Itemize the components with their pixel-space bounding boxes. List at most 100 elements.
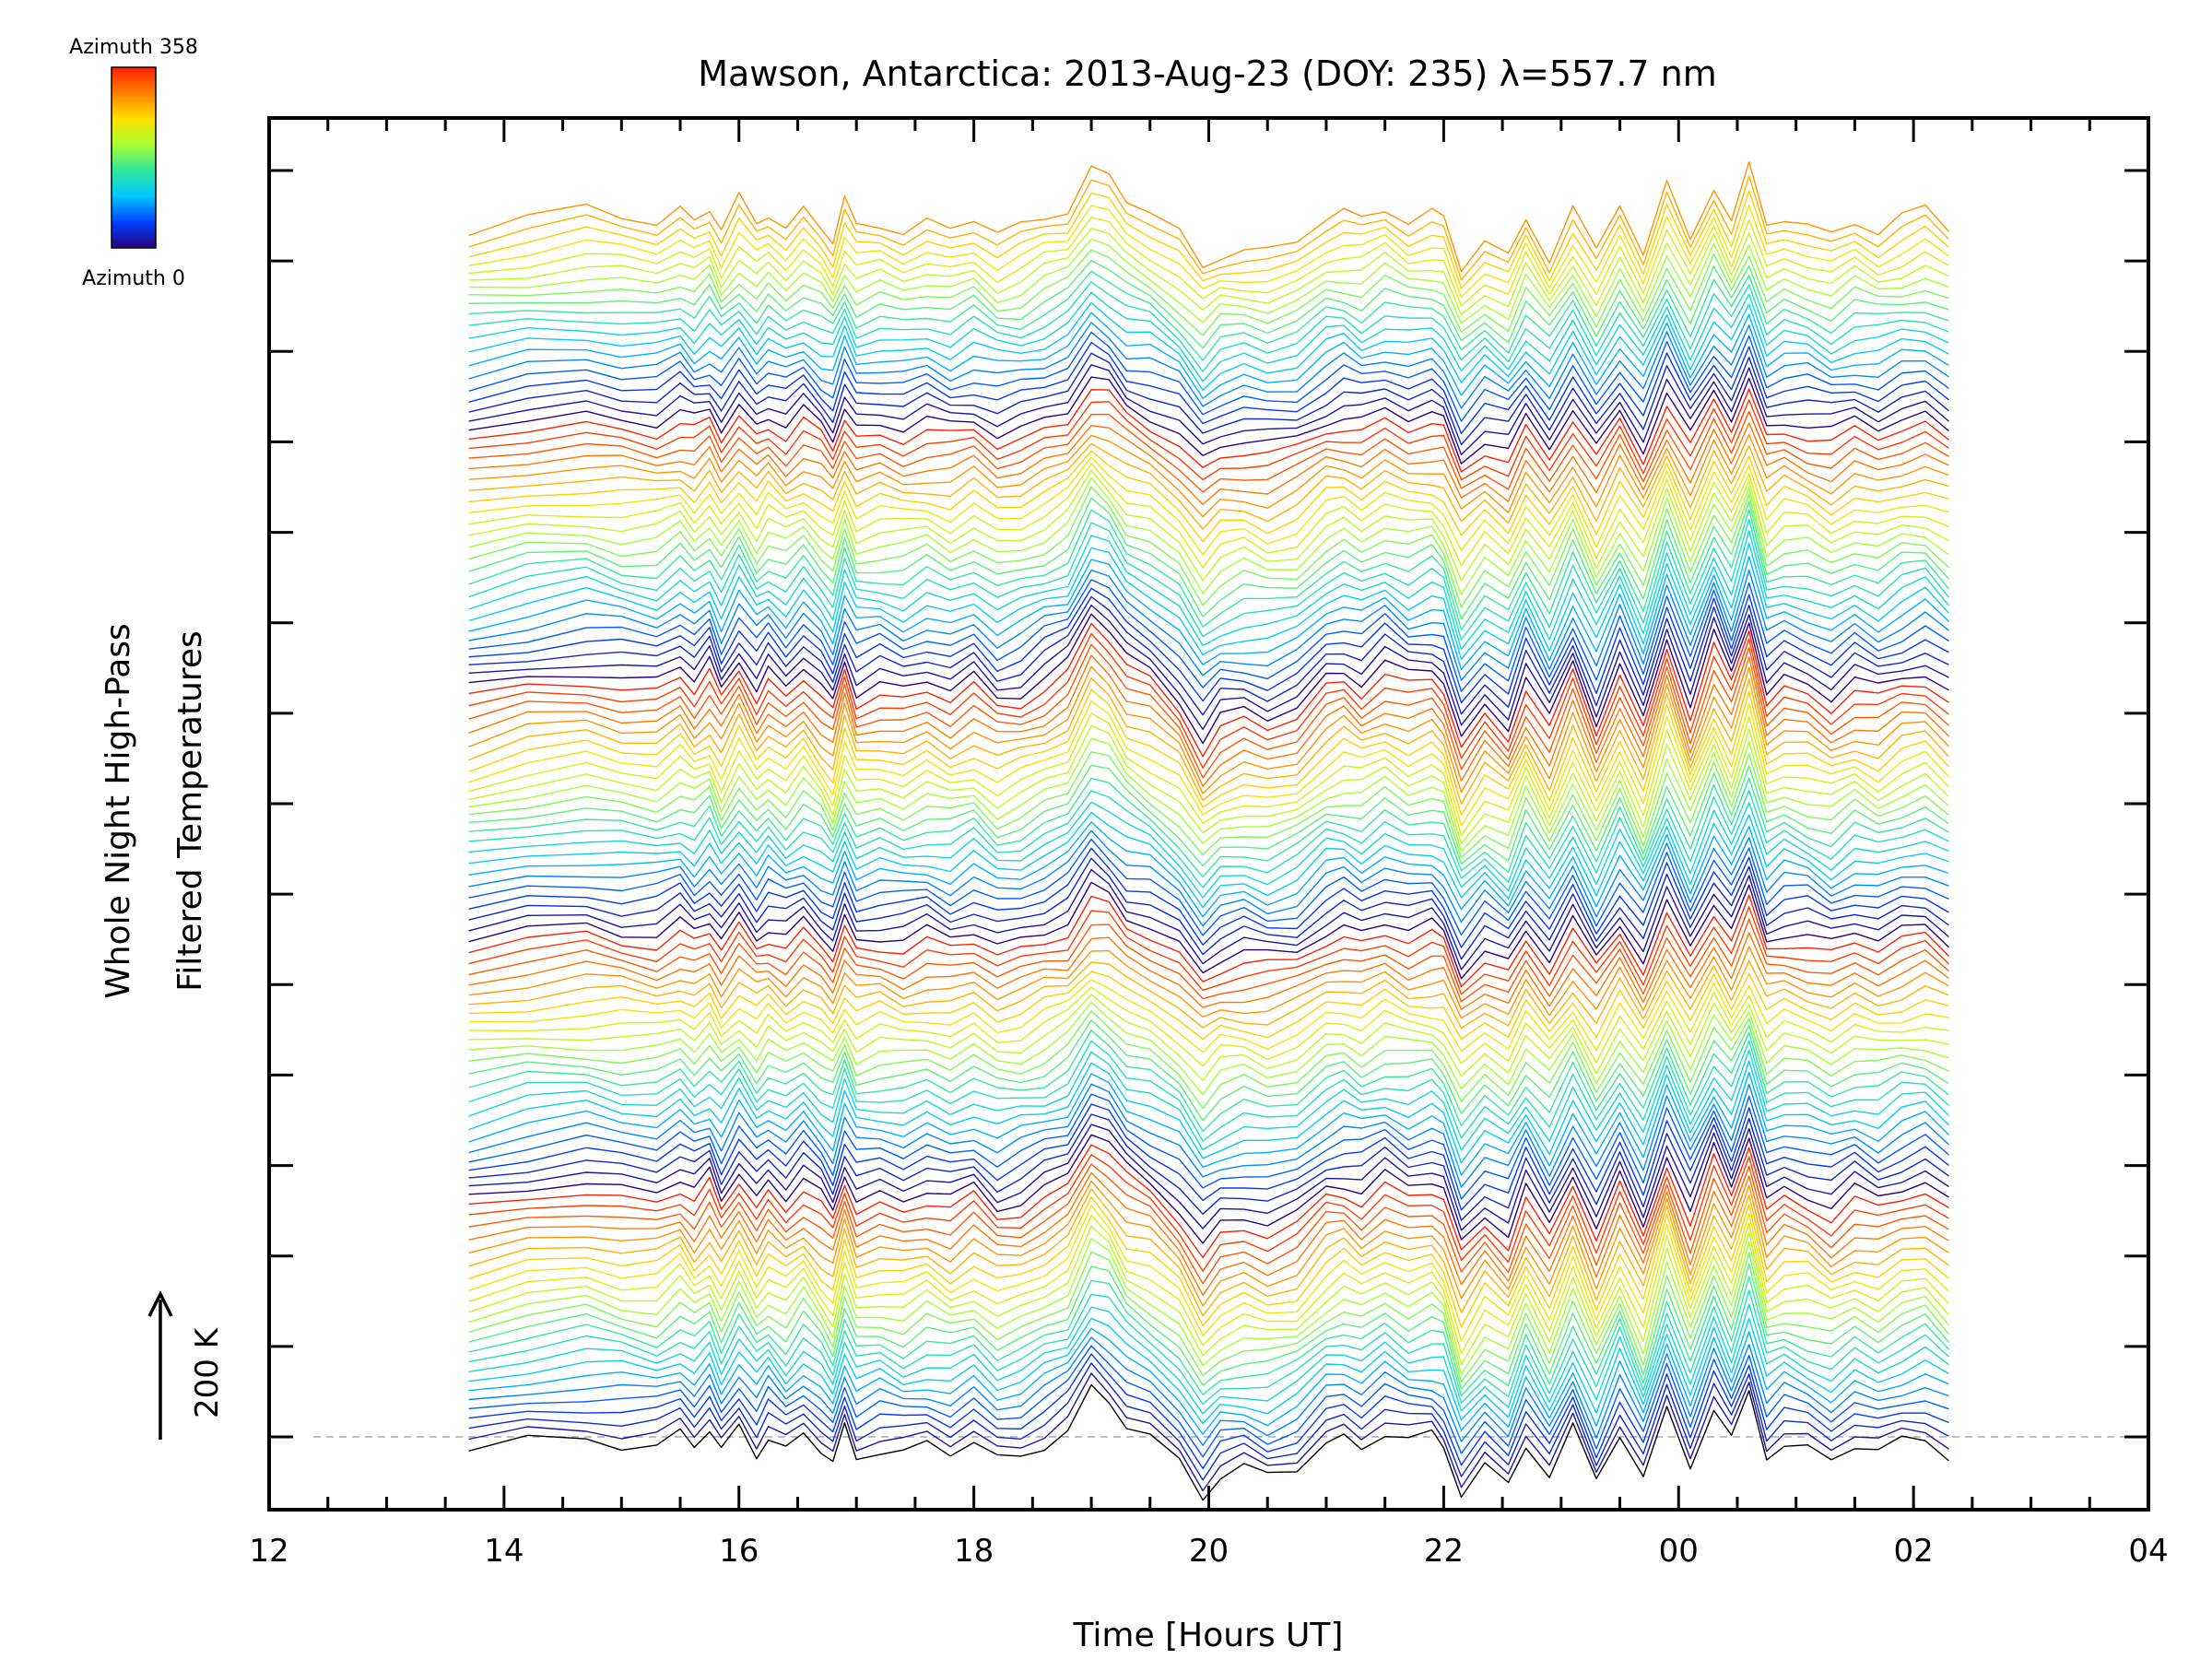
series-line — [468, 1276, 1949, 1397]
series-line — [468, 469, 1949, 582]
series-line — [468, 1180, 1949, 1307]
series-line — [468, 1383, 1949, 1501]
chart-title: Mawson, Antarctica: 2013-Aug-23 (DOY: 23… — [698, 53, 1717, 94]
series-line — [468, 1083, 1949, 1188]
series-line — [468, 1134, 1949, 1244]
series-line — [468, 450, 1949, 543]
series-line — [468, 161, 1949, 273]
series-line — [468, 1205, 1949, 1342]
series-line — [468, 175, 1949, 281]
series-line — [468, 881, 1949, 980]
series-line — [468, 777, 1949, 878]
series-line — [468, 1362, 1949, 1481]
series-line — [468, 1196, 1949, 1328]
series-line — [468, 1372, 1949, 1492]
series-line — [468, 352, 1949, 446]
series-line — [468, 542, 1949, 660]
series-line — [468, 1060, 1949, 1164]
y-axis-label-line2: Filtered Temperatures — [171, 630, 209, 992]
series-line — [468, 1303, 1949, 1415]
series-line — [468, 217, 1949, 307]
series-line — [468, 341, 1949, 434]
x-tick-label: 04 — [2128, 1533, 2168, 1570]
series-line — [468, 587, 1949, 704]
series-line — [468, 1093, 1949, 1200]
colorbar: Azimuth 358 Azimuth 0 — [69, 36, 198, 290]
series-line — [468, 811, 1949, 909]
series-line — [468, 190, 1949, 289]
series-line — [468, 205, 1949, 299]
x-tick-label: 12 — [249, 1533, 288, 1570]
series-line — [468, 1188, 1949, 1317]
series-line — [468, 456, 1949, 556]
series-line — [468, 1113, 1949, 1221]
series-line — [468, 821, 1949, 918]
series-line — [468, 281, 1949, 372]
series-line — [468, 712, 1949, 836]
series-line — [468, 556, 1949, 671]
x-tick-label: 22 — [1424, 1533, 1464, 1570]
series-line — [468, 622, 1949, 758]
series-line — [468, 932, 1949, 1010]
series-line — [468, 270, 1949, 361]
series-line — [468, 613, 1949, 745]
series-line — [468, 632, 1949, 769]
series-line — [468, 986, 1949, 1067]
series-line — [468, 994, 1949, 1081]
series-line — [468, 238, 1949, 324]
series-line — [468, 1019, 1949, 1122]
series-line — [468, 894, 1949, 988]
x-axis-label: Time [Hours UT] — [1073, 1617, 1344, 1654]
colorbar-bottom-label: Azimuth 0 — [82, 267, 185, 290]
series-line — [468, 486, 1949, 608]
series-line — [468, 654, 1949, 787]
y-axis-label-line1: Whole Night High-Pass — [100, 623, 137, 999]
series-line — [468, 364, 1949, 456]
series-line — [468, 291, 1949, 382]
series-line — [468, 1001, 1949, 1096]
series-line — [468, 801, 1949, 899]
series-line — [468, 971, 1949, 1041]
scale-bar: 200 K — [147, 1290, 226, 1440]
series-line — [468, 1353, 1949, 1470]
series-line — [468, 724, 1949, 845]
series-line — [468, 595, 1949, 716]
series-line — [468, 700, 1949, 827]
series-line — [468, 422, 1949, 505]
series-line — [468, 1010, 1949, 1110]
series-line — [468, 906, 1949, 995]
series-line — [468, 1144, 1949, 1259]
series-line — [468, 399, 1949, 481]
series-line — [468, 530, 1949, 651]
series-line — [468, 1103, 1949, 1211]
x-tick-label: 20 — [1189, 1533, 1229, 1570]
series-line — [468, 259, 1949, 349]
x-tick-label: 18 — [954, 1533, 994, 1570]
series-line — [468, 301, 1949, 392]
series-line — [468, 847, 1949, 948]
series-line — [468, 764, 1949, 867]
x-axis: 12 14 16 18 20 22 00 02 04 — [249, 118, 2169, 1570]
x-tick-label: 16 — [719, 1533, 759, 1570]
series-line — [468, 665, 1949, 794]
series-line — [468, 477, 1949, 595]
y-axis — [269, 169, 2148, 1439]
series-line — [468, 1124, 1949, 1231]
series-line — [468, 1040, 1949, 1142]
scale-bar-label: 200 K — [189, 1326, 226, 1418]
series-line — [468, 1225, 1949, 1366]
series-line — [468, 737, 1949, 853]
series-line — [468, 643, 1949, 779]
series-line — [468, 1251, 1949, 1383]
series-line — [468, 322, 1949, 409]
series-line — [468, 1214, 1949, 1355]
series-line — [468, 1071, 1949, 1176]
traces — [468, 161, 1949, 1501]
colorbar-top-label: Azimuth 358 — [69, 36, 198, 59]
x-tick-label: 00 — [1659, 1533, 1699, 1570]
series-line — [468, 376, 1949, 465]
series-line — [468, 1263, 1949, 1390]
series-line — [468, 579, 1949, 692]
series-line — [468, 688, 1949, 817]
series-line — [468, 1289, 1949, 1406]
